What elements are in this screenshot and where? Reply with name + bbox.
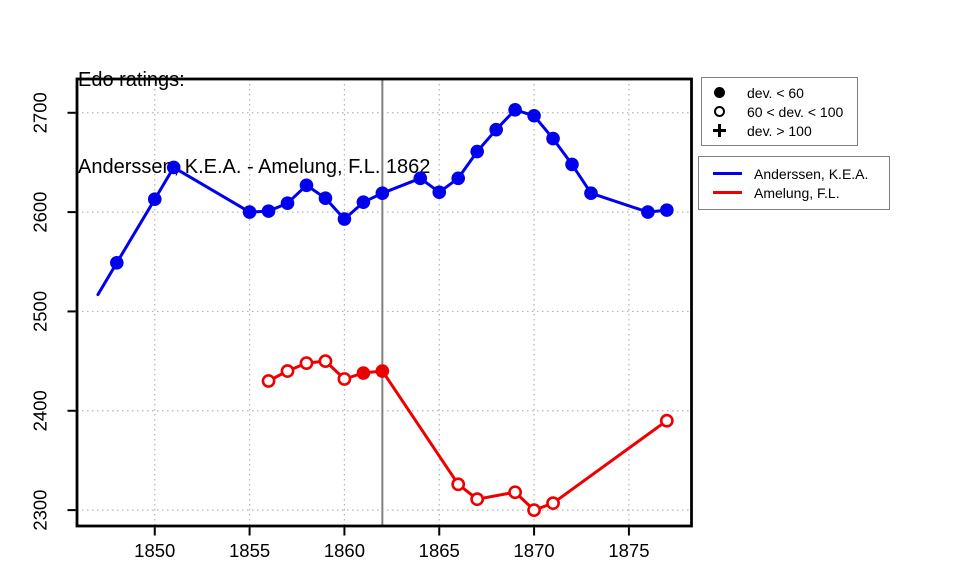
data-point-filled: [508, 102, 522, 117]
data-point-filled: [375, 364, 390, 378]
y-tick-label: 2500: [29, 291, 50, 332]
marker-legend: dev. < 60 60 < dev. < 100 dev. > 100: [701, 77, 858, 146]
y-tick-label: 2600: [29, 192, 50, 233]
data-point-filled: [527, 108, 541, 123]
data-point-open: [299, 356, 314, 370]
data-point-filled: [413, 171, 428, 186]
chart-title: Edo ratings: Anderssen, K.E.A. - Amelung…: [78, 8, 430, 240]
plus-icon: [711, 124, 728, 137]
marker-legend-row-dev-gt-100: dev. > 100: [711, 121, 857, 140]
plot-border: [75, 77, 693, 528]
marker-legend-label: 60 < dev. < 100: [747, 103, 844, 120]
data-point-filled: [546, 131, 560, 146]
data-point-open: [337, 372, 352, 386]
data-point-filled: [147, 192, 162, 206]
series-legend-label: Anderssen, K.E.A.: [754, 165, 869, 182]
data-point-filled: [261, 204, 276, 218]
series-legend-row-anderssen: Anderssen, K.E.A.: [713, 164, 889, 183]
data-point-open: [261, 374, 276, 388]
x-tick-label: 1865: [419, 540, 460, 561]
data-point-filled: [660, 203, 674, 217]
x-tick-label: 1875: [608, 540, 649, 561]
amelung-line-swatch: [713, 190, 742, 195]
open-circle-icon: [711, 106, 728, 117]
data-point-open: [659, 413, 674, 428]
grid-lines: [77, 79, 692, 526]
data-point-filled: [584, 186, 598, 201]
series-line: [267, 359, 669, 512]
data-point-filled: [337, 212, 352, 226]
data-point-filled: [318, 191, 333, 205]
x-tick-label: 1855: [229, 540, 270, 561]
series-legend: Anderssen, K.E.A. Amelung, F.L.: [698, 156, 890, 210]
data-point-filled: [166, 160, 181, 175]
data-point-filled: [356, 366, 371, 380]
data-point-filled: [489, 122, 503, 137]
marker-legend-label: dev. < 60: [747, 84, 804, 101]
data-point-open: [470, 492, 485, 507]
y-tick-label: 2700: [29, 92, 50, 133]
chart-title-line2: Anderssen, K.E.A. - Amelung, F.L. 1862: [78, 156, 431, 178]
y-tick-label: 2400: [29, 390, 50, 431]
data-point-filled: [470, 144, 484, 159]
data-point-filled: [432, 185, 447, 200]
marker-legend-row-dev-60-100: 60 < dev. < 100: [711, 102, 857, 121]
series-legend-label: Amelung, F.L.: [754, 184, 840, 201]
data-point-open: [451, 477, 466, 492]
data-point-filled: [451, 171, 466, 186]
series-anderssen: [96, 102, 674, 297]
filled-circle-icon: [711, 87, 728, 98]
series-legend-row-amelung: Amelung, F.L.: [713, 183, 889, 202]
data-point-open: [508, 485, 523, 500]
x-tick-label: 1870: [514, 540, 555, 561]
x-tick-label: 1860: [324, 540, 365, 561]
x-tick-label: 1850: [134, 540, 175, 561]
x-axis-tick-labels: 1850 1855 1860 1865 1870 1875: [134, 540, 649, 561]
marker-legend-label: dev. > 100: [747, 122, 812, 139]
data-point-filled: [356, 195, 371, 209]
data-point-open: [280, 364, 295, 378]
data-point-filled: [641, 205, 655, 219]
data-point-filled: [110, 255, 124, 270]
data-point-open: [318, 354, 333, 369]
series-amelung: [261, 354, 674, 518]
y-axis-tick-labels: 2300 2400 2500 2600 2700: [29, 92, 50, 530]
data-point-filled: [242, 205, 257, 219]
y-tick-label: 2300: [29, 490, 50, 531]
data-point-filled: [280, 196, 295, 210]
data-point-filled: [565, 157, 579, 172]
marker-legend-row-dev-lt-60: dev. < 60: [711, 83, 857, 102]
data-point-filled: [375, 186, 390, 201]
anderssen-line-swatch: [713, 171, 742, 176]
data-point-filled: [299, 178, 314, 193]
data-point-open: [527, 503, 541, 518]
data-point-open: [546, 496, 560, 511]
axis-ticks: [67, 111, 630, 536]
